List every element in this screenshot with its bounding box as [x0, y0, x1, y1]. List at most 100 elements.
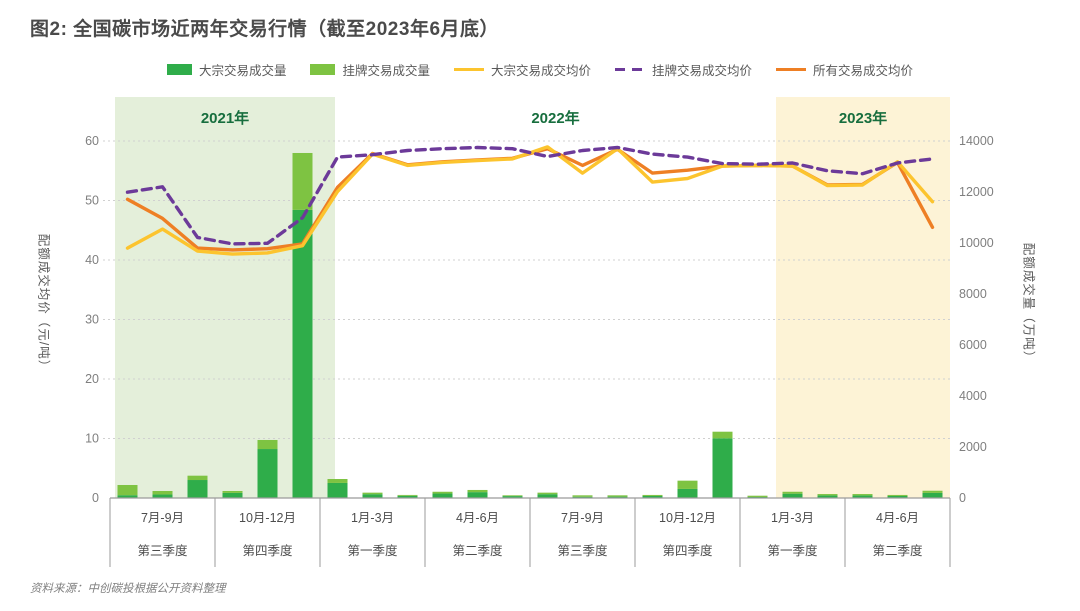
legend-label: 大宗交易成交量 [198, 64, 287, 78]
bar-bulk-volume-2022-01 [327, 482, 348, 498]
bar-listed-volume-2022-10 [642, 494, 663, 496]
bar-bulk-volume-2023-06 [922, 492, 943, 498]
bar-listed-volume-2022-11 [677, 480, 698, 489]
x-label-quarter: 第四季度 [242, 543, 293, 558]
bar-listed-volume-2021-10 [222, 490, 243, 493]
right-tick-label: 0 [959, 491, 966, 505]
legend-item-3: 挂牌交易成交均价 [615, 60, 752, 79]
bar-bulk-volume-2021-10 [222, 492, 243, 498]
legend-label: 挂牌交易成交均价 [652, 64, 753, 78]
bar-bulk-volume-2022-09 [607, 496, 628, 498]
x-label-months: 1月-3月 [351, 511, 394, 525]
x-label-quarter: 第三季度 [137, 543, 188, 558]
bar-bulk-volume-2023-03 [817, 495, 838, 498]
left-tick-label: 0 [92, 491, 99, 505]
bar-listed-volume-2023-06 [922, 490, 943, 493]
bar-listed-volume-2023-02 [782, 491, 803, 494]
bar-bulk-volume-2022-11 [677, 488, 698, 498]
legend-bar-swatch [166, 64, 192, 75]
right-axis-title: 配额成交量（万吨） [1021, 242, 1036, 365]
year-band-2023年 [776, 97, 950, 498]
bar-listed-volume-2022-04 [432, 491, 453, 494]
year-band-2022年 [335, 97, 776, 498]
line-listed-avg-price [125, 145, 935, 246]
bar-listed-volume-2022-12 [712, 431, 733, 439]
bar-listed-volume-2022-02 [362, 492, 383, 495]
legend-item-0: 大宗交易成交量 [166, 60, 287, 79]
right-tick-label: 2000 [959, 440, 987, 454]
bar-bulk-volume-2023-02 [782, 493, 803, 498]
bar-bulk-volume-2021-09 [187, 480, 208, 498]
source-note: 资料来源：中创碳投根据公开资料整理 [30, 583, 226, 595]
bar-listed-volume-2023-01 [747, 495, 768, 497]
legend-line-swatch [453, 67, 484, 72]
legend-label: 大宗交易成交均价 [490, 64, 591, 78]
x-label-quarter: 第一季度 [347, 543, 398, 558]
bar-listed-volume-2022-09 [607, 495, 628, 497]
bar-bulk-volume-2021-07 [117, 495, 138, 498]
bar-bulk-volume-2022-04 [432, 493, 453, 498]
bar-listed-volume-2021-07 [117, 484, 138, 496]
right-tick-label: 8000 [959, 287, 987, 301]
x-label-months: 7月-9月 [141, 511, 184, 525]
x-label-months: 4月-6月 [456, 511, 499, 525]
year-band-label: 2022年 [531, 109, 579, 127]
right-tick-label: 4000 [959, 389, 987, 403]
legend-bar-swatch [310, 64, 336, 75]
bar-listed-volume-2023-04 [852, 494, 873, 496]
legend-item-2: 大宗交易成交均价 [453, 60, 591, 79]
bar-listed-volume-2021-09 [187, 475, 208, 481]
x-label-months: 7月-9月 [561, 511, 604, 525]
x-label-quarter: 第二季度 [452, 543, 503, 558]
chart-legend: 大宗交易成交量 挂牌交易成交量 大宗交易成交均价 挂牌交易成交均价 所有交易成交均价 [0, 60, 1080, 79]
bar-bulk-volume-2023-05 [887, 495, 908, 498]
x-label-quarter: 第三季度 [557, 543, 608, 558]
bar-listed-volume-2023-05 [887, 494, 908, 496]
chart-title: 图2: 全国碳市场近两年交易行情（截至2023年6月底） [30, 19, 500, 40]
left-tick-label: 60 [85, 134, 99, 148]
bar-bulk-volume-2022-06 [502, 496, 523, 498]
legend-item-4: 所有交易成交均价 [776, 60, 913, 79]
legend-line-swatch [776, 67, 807, 72]
bar-listed-volume-2022-07 [537, 492, 558, 495]
bar-bulk-volume-2021-11 [257, 449, 278, 498]
right-tick-label: 6000 [959, 338, 987, 352]
bar-listed-volume-2022-01 [327, 479, 348, 483]
bar-listed-volume-2022-08 [572, 495, 593, 497]
left-tick-label: 10 [85, 432, 99, 446]
x-label-quarter: 第四季度 [662, 543, 713, 558]
bar-listed-volume-2022-05 [467, 489, 488, 493]
year-band-label: 2023年 [839, 109, 887, 127]
bar-listed-volume-2022-03 [397, 494, 418, 496]
left-axis-title: 配额成交均价（元/吨） [36, 233, 51, 374]
x-label-months: 10月-12月 [239, 511, 296, 525]
x-label-months: 1月-3月 [771, 511, 814, 525]
bar-listed-volume-2021-11 [257, 439, 278, 450]
year-band-label: 2021年 [201, 109, 249, 127]
legend-label: 所有交易成交均价 [813, 64, 914, 78]
bar-bulk-volume-2022-10 [642, 495, 663, 498]
left-tick-label: 30 [85, 313, 99, 327]
legend-item-1: 挂牌交易成交量 [310, 60, 430, 79]
x-label-quarter: 第一季度 [767, 543, 818, 558]
bar-listed-volume-2022-06 [502, 495, 523, 497]
left-tick-label: 40 [85, 253, 99, 267]
right-tick-label: 14000 [959, 134, 994, 148]
bar-bulk-volume-2022-03 [397, 495, 418, 498]
bar-listed-volume-2021-08 [152, 490, 173, 495]
x-label-months: 10月-12月 [659, 511, 716, 525]
bar-bulk-volume-2023-04 [852, 495, 873, 498]
bar-bulk-volume-2021-08 [152, 494, 173, 498]
left-tick-label: 20 [85, 372, 99, 386]
bar-bulk-volume-2022-02 [362, 494, 383, 498]
bar-bulk-volume-2022-12 [712, 438, 733, 498]
left-tick-label: 50 [85, 194, 99, 208]
bar-listed-volume-2023-03 [817, 494, 838, 496]
bar-listed-volume-2021-12 [292, 152, 313, 210]
right-tick-label: 10000 [959, 236, 994, 250]
bar-bulk-volume-2022-05 [467, 492, 488, 498]
legend-line-swatch [615, 67, 645, 72]
legend-label: 挂牌交易成交量 [342, 64, 430, 78]
